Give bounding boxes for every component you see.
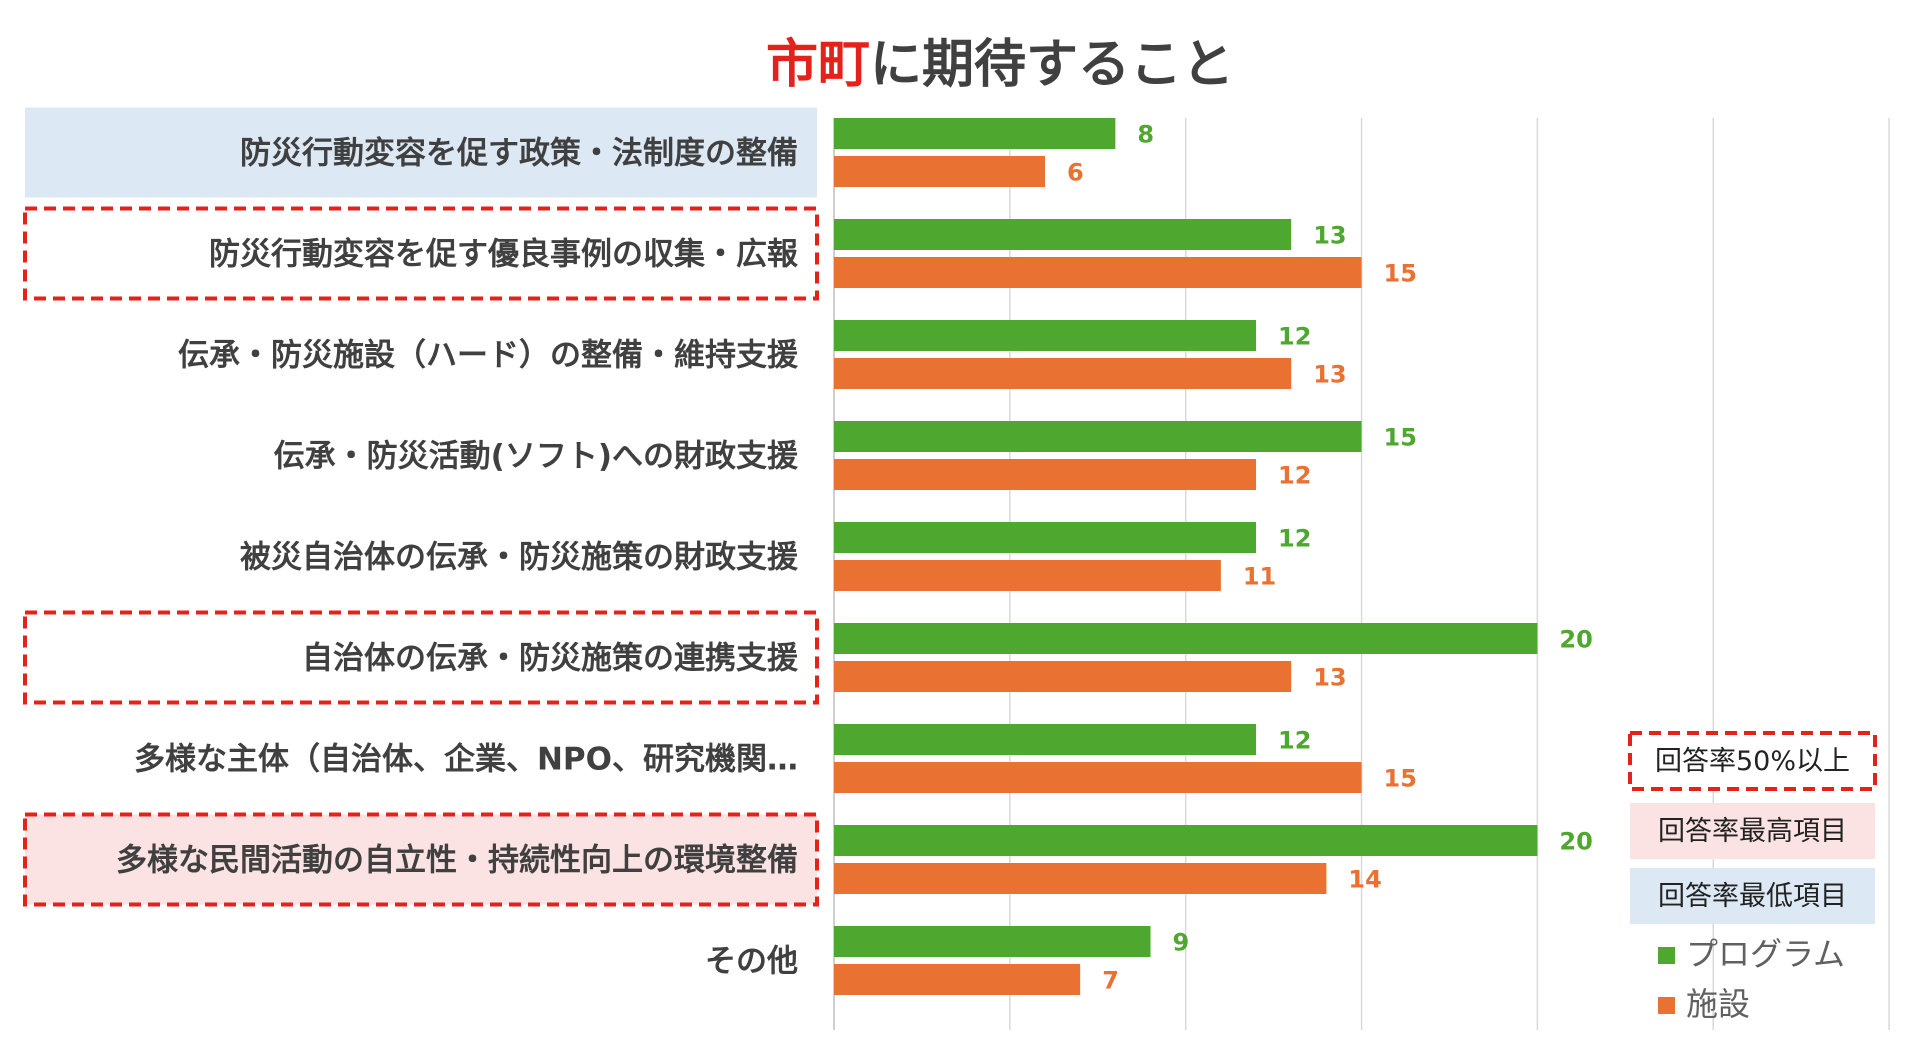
bar-program [834,118,1116,149]
category-label: 防災行動変容を促す政策・法制度の整備 [240,136,798,172]
bar-facility [834,560,1221,591]
category-label: 伝承・防災施設（ハード）の整備・維持支援 [178,338,799,374]
legend-series-swatch [1658,997,1675,1014]
category-label: その他 [705,944,798,980]
bar-program [834,421,1362,452]
legend-series-swatch [1658,947,1675,964]
data-label: 6 [1067,159,1084,187]
bar-program [834,623,1538,654]
bar-facility [834,964,1081,995]
data-label: 13 [1313,664,1346,692]
over-50-outline [23,610,819,705]
bar-facility [834,459,1257,490]
legend-highest-key [1630,803,1875,859]
category-labels: 防災行動変容を促す政策・法制度の整備防災行動変容を促す優良事例の収集・広報伝承・… [116,136,799,980]
data-label: 15 [1384,424,1417,452]
bar-program [834,926,1151,957]
over-50-outline [23,206,819,301]
category-highlights [23,107,819,907]
bar-facility [834,762,1362,793]
category-label: 伝承・防災活動(ソフト)への財政支援 [274,439,799,475]
data-label: 15 [1384,260,1417,288]
data-label: 13 [1313,361,1346,389]
chart-title-highlight: 市町 [765,35,870,95]
data-label: 12 [1278,462,1311,490]
category-label: 自治体の伝承・防災施策の連携支援 [302,641,799,677]
legend-lowest-label: 回答率最低項目 [1658,881,1847,912]
bar-facility [834,358,1292,389]
data-label: 12 [1278,727,1311,755]
bar-facility [834,863,1327,894]
data-label: 13 [1313,222,1346,250]
data-label: 14 [1348,866,1381,894]
data-label: 9 [1173,929,1190,957]
data-label: 12 [1278,323,1311,351]
legend-series-label: プログラム [1686,935,1845,973]
data-label: 15 [1384,765,1417,793]
bar-program [834,320,1257,351]
bar-program [834,219,1292,250]
data-label: 20 [1559,626,1592,654]
data-label: 7 [1102,967,1119,995]
bar-program [834,724,1257,755]
data-label: 12 [1278,525,1311,553]
data-label: 11 [1243,563,1276,591]
legend-highest-label: 回答率最高項目 [1658,816,1847,847]
legend-series-label: 施設 [1686,985,1750,1023]
bar-program [834,825,1538,856]
bar-program [834,522,1257,553]
chart-title-rest: に期待すること [870,35,1235,95]
bar-facility [834,661,1292,692]
bar-facility [834,257,1362,288]
highest-highlight [25,814,817,905]
over-50-outline [23,812,819,907]
category-label: 多様な民間活動の自立性・持続性向上の環境整備 [116,843,798,879]
legend-over-50-key [1628,731,1877,791]
bar-facility [834,156,1046,187]
category-label: 被災自治体の伝承・防災施策の財政支援 [240,540,799,576]
data-label: 20 [1559,828,1592,856]
data-label: 8 [1137,121,1154,149]
legend-over-50-label: 回答率50%以上 [1655,746,1850,777]
chart-title: 市町に期待すること [0,22,1920,97]
legend-lowest-key [1630,868,1875,924]
lowest-highlight [25,107,817,198]
category-label: 防災行動変容を促す優良事例の収集・広報 [209,237,799,273]
category-label: 多様な主体（自治体、企業、NPO、研究機関… [134,742,798,778]
